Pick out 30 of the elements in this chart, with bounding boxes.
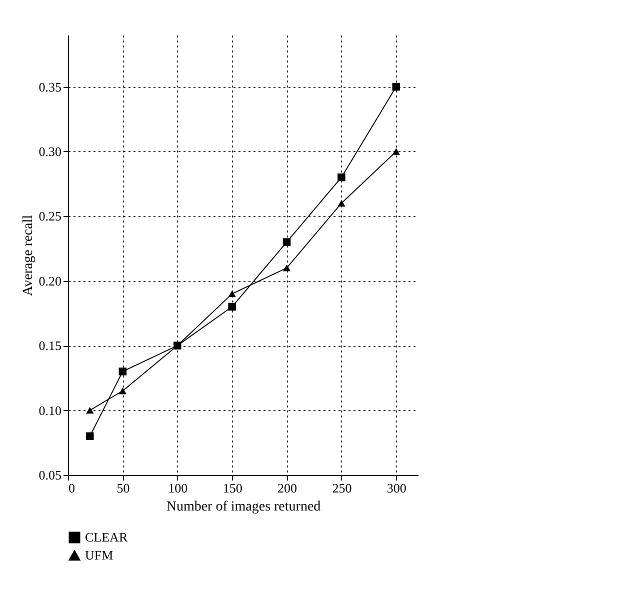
x-tick-label: 150 [222,480,242,496]
point [392,148,400,155]
x-tick-label: 50 [116,480,130,496]
point [392,82,400,91]
x-tick-label: 200 [278,480,297,496]
y-tick-label: 0.35 [38,79,62,94]
x-axis-title: Number of images returned [166,500,321,514]
point [118,388,127,394]
point [282,264,291,272]
x-tick-label: 0 [68,480,75,496]
y-tick-label: 0.20 [38,273,62,288]
y-tick-label: 0.10 [38,402,62,418]
x-tick-label: 250 [332,480,352,496]
point [282,238,291,246]
point [228,290,236,298]
x-tick-label: 300 [386,480,406,496]
point [338,200,346,207]
point [228,302,236,311]
legend-label: CLEAR [85,530,128,544]
y-tick-label: 0.15 [38,338,62,354]
legend-label: UFM [85,548,114,562]
point [86,432,94,440]
y-tick-label: 0.05 [38,468,62,482]
x-tick-label: 100 [168,480,188,496]
y-axis-title: Average recall [20,214,36,296]
point [118,368,127,376]
point [338,173,346,182]
y-tick-label: 0.30 [38,144,62,159]
point [86,406,94,414]
y-tick-label: 0.25 [38,208,62,224]
